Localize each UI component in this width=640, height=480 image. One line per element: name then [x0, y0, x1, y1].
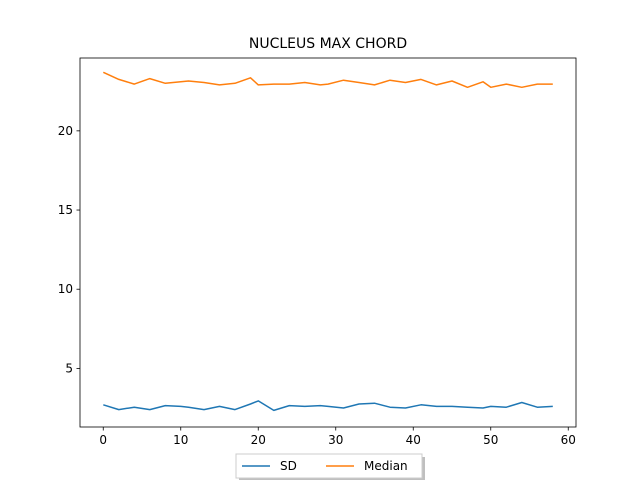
- x-tick-label: 40: [406, 433, 421, 447]
- y-tick-label: 5: [65, 361, 73, 375]
- series-line-median: [102, 71, 553, 89]
- chart-title: NUCLEUS MAX CHORD: [249, 36, 407, 52]
- y-tick-label: 10: [58, 282, 73, 296]
- x-tick-label: 20: [251, 433, 266, 447]
- axes: 0 10 20 30 40 50 60 5 10 15 20: [58, 57, 577, 447]
- y-tick-label: 15: [58, 203, 73, 217]
- y-tick-label: 20: [58, 124, 73, 138]
- plot-frame: [79, 57, 577, 428]
- x-tick-label: 60: [561, 433, 576, 447]
- series-line-sd: [103, 400, 553, 412]
- legend-label-sd: SD: [280, 459, 297, 473]
- x-tick-label: 0: [99, 433, 107, 447]
- legend-label-median: Median: [364, 459, 408, 473]
- x-tick-label: 50: [483, 433, 498, 447]
- legend: SD Median: [235, 453, 425, 480]
- x-tick-label: 10: [173, 433, 188, 447]
- x-tick-label: 30: [328, 433, 343, 447]
- plot-area: [102, 71, 553, 412]
